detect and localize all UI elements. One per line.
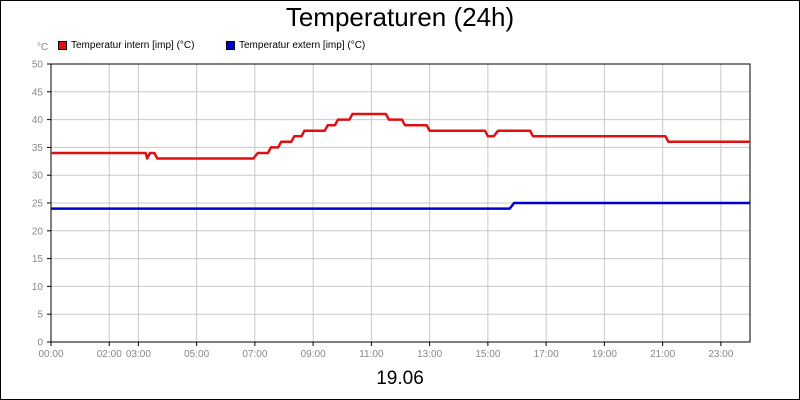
- x-tick-label: 13:00: [417, 349, 442, 360]
- y-tick-label: 50: [32, 60, 44, 71]
- legend-item-intern: Temperatur intern [imp] (°C): [58, 40, 194, 51]
- y-tick-label: 40: [32, 115, 44, 126]
- y-tick-label: 0: [37, 338, 43, 349]
- x-tick-label: 09:00: [301, 349, 326, 360]
- y-axis-unit: °C: [37, 42, 49, 53]
- series-line-intern: [51, 112, 750, 160]
- x-tick-label: 23:00: [708, 349, 733, 360]
- legend-label-extern: Temperatur extern [imp] (°C): [239, 40, 366, 51]
- y-tick-label: 35: [32, 143, 44, 154]
- x-tick-label: 02:00: [97, 349, 122, 360]
- x-tick-label: 21:00: [650, 349, 675, 360]
- y-tick-label: 30: [32, 171, 44, 182]
- y-tick-label: 25: [32, 199, 44, 210]
- x-tick-label: 15:00: [475, 349, 500, 360]
- x-axis-date-label: 19.06: [376, 368, 424, 389]
- y-tick-label: 45: [32, 87, 44, 98]
- x-tick-label: 00:00: [38, 349, 63, 360]
- legend-item-extern: Temperatur extern [imp] (°C): [226, 40, 365, 51]
- series-line-extern: [51, 201, 750, 210]
- chart-title: Temperaturen (24h): [285, 2, 515, 32]
- y-tick-label: 5: [37, 310, 43, 321]
- y-tick-label: 20: [32, 226, 44, 237]
- legend-label-intern: Temperatur intern [imp] (°C): [71, 40, 195, 51]
- x-tick-label: 05:00: [184, 349, 209, 360]
- x-tick-label: 11:00: [359, 349, 384, 360]
- x-tick-label: 17:00: [534, 349, 559, 360]
- x-tick-label: 07:00: [242, 349, 267, 360]
- x-tick-label: 19:00: [592, 349, 617, 360]
- x-tick-label: 03:00: [126, 349, 151, 360]
- y-tick-label: 15: [32, 254, 44, 265]
- y-tick-label: 10: [32, 282, 44, 293]
- legend-swatch-intern: [58, 41, 67, 50]
- legend-swatch-extern: [226, 41, 235, 50]
